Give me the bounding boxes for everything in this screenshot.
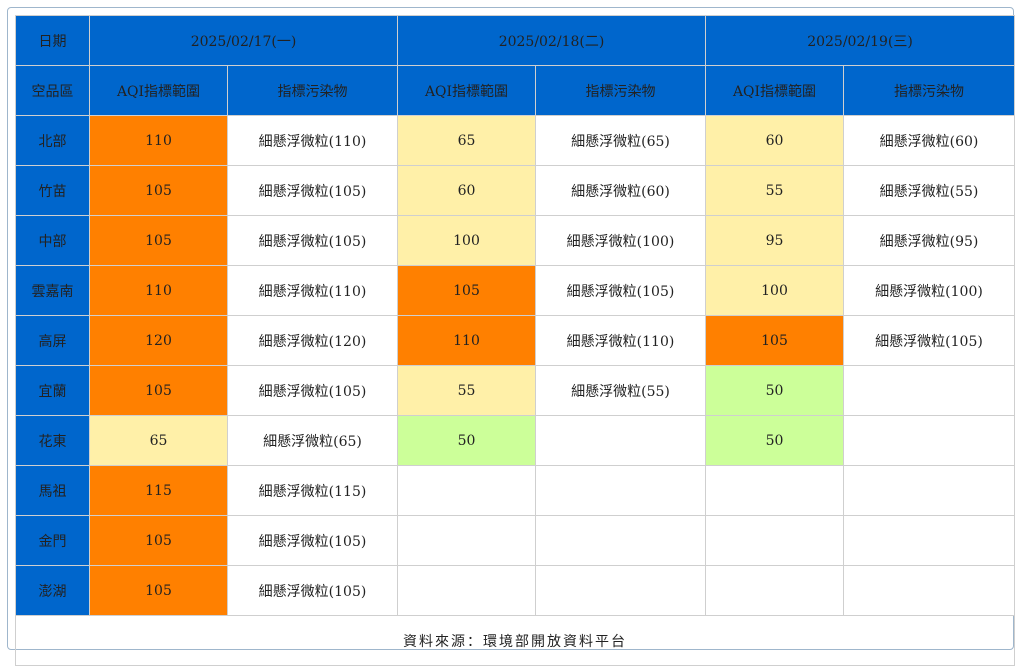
aqi-value-cell: 110 [89, 115, 228, 166]
pollutant-cell: 細懸浮微粒(105) [227, 565, 398, 616]
date-header-day-2: 2025/02/18(二) [397, 15, 706, 66]
pollutant-cell: 細懸浮微粒(100) [535, 215, 706, 266]
table-row: 高屏 120 細懸浮微粒(120) 110 細懸浮微粒(110) 105 細懸浮微粒(105… [15, 315, 1015, 366]
aqi-value-cell: 50 [705, 365, 844, 416]
source-row: 資料來源：環境部開放資料平台 [15, 615, 1015, 666]
aqi-value-cell: 105 [89, 515, 228, 566]
region-cell: 高屏 [15, 315, 90, 366]
pollutant-cell [535, 565, 706, 616]
aqi-value-cell: 65 [89, 415, 228, 466]
aqi-value-cell [397, 465, 536, 516]
pollutant-header-day-3: 指標污染物 [843, 65, 1015, 116]
region-cell: 馬祖 [15, 465, 90, 516]
aqi-value-cell: 50 [397, 415, 536, 466]
pollutant-cell: 細懸浮微粒(120) [227, 315, 398, 366]
aqi-value-cell: 105 [89, 565, 228, 616]
table-row: 金門 105 細懸浮微粒(105) [15, 515, 1015, 566]
table-row: 北部 110 細懸浮微粒(110) 65 細懸浮微粒(65) 60 細懸浮微粒(60) [15, 115, 1015, 166]
region-cell: 花東 [15, 415, 90, 466]
pollutant-cell: 細懸浮微粒(105) [227, 165, 398, 216]
forecast-panel: 日期 2025/02/17(一) 2025/02/18(二) 2025/02/1… [7, 7, 1015, 666]
pollutant-header-day-2: 指標污染物 [535, 65, 706, 116]
pollutant-cell: 細懸浮微粒(55) [843, 165, 1015, 216]
aqi-value-cell: 110 [397, 315, 536, 366]
pollutant-cell: 細懸浮微粒(65) [535, 115, 706, 166]
aqi-value-cell [705, 515, 844, 566]
table-row: 澎湖 105 細懸浮微粒(105) [15, 565, 1015, 616]
date-header-day-3: 2025/02/19(三) [705, 15, 1015, 66]
pollutant-cell: 細懸浮微粒(110) [227, 115, 398, 166]
aqi-value-cell [705, 565, 844, 616]
pollutant-cell: 細懸浮微粒(60) [843, 115, 1015, 166]
aqi-value-cell: 60 [397, 165, 536, 216]
aqi-value-cell: 55 [397, 365, 536, 416]
aqi-value-cell [705, 465, 844, 516]
pollutant-cell: 細懸浮微粒(60) [535, 165, 706, 216]
pollutant-cell: 細懸浮微粒(95) [843, 215, 1015, 266]
region-cell: 北部 [15, 115, 90, 166]
aqi-header-day-1: AQI指標範圍 [89, 65, 228, 116]
aqi-header-day-2: AQI指標範圍 [397, 65, 536, 116]
pollutant-cell [843, 465, 1015, 516]
pollutant-cell [843, 365, 1015, 416]
pollutant-cell: 細懸浮微粒(115) [227, 465, 398, 516]
table-row: 花東 65 細懸浮微粒(65) 50 50 [15, 415, 1015, 466]
region-cell: 金門 [15, 515, 90, 566]
date-header-row: 日期 2025/02/17(一) 2025/02/18(二) 2025/02/1… [15, 15, 1015, 66]
column-header-row: 空品區 AQI指標範圍 指標污染物 AQI指標範圍 指標污染物 AQI指標範圍 … [15, 65, 1015, 116]
table-row: 中部 105 細懸浮微粒(105) 100 細懸浮微粒(100) 95 細懸浮微粒(95) [15, 215, 1015, 266]
aqi-value-cell: 115 [89, 465, 228, 516]
aqi-value-cell: 105 [89, 365, 228, 416]
region-cell: 宜蘭 [15, 365, 90, 416]
aqi-value-cell: 120 [89, 315, 228, 366]
pollutant-cell: 細懸浮微粒(110) [227, 265, 398, 316]
pollutant-cell [843, 565, 1015, 616]
source-note: 資料來源：環境部開放資料平台 [15, 615, 1015, 666]
pollutant-cell: 細懸浮微粒(65) [227, 415, 398, 466]
pollutant-cell [535, 515, 706, 566]
aqi-value-cell: 55 [705, 165, 844, 216]
pollutant-cell: 細懸浮微粒(105) [535, 265, 706, 316]
table-row: 竹苗 105 細懸浮微粒(105) 60 細懸浮微粒(60) 55 細懸浮微粒(55) [15, 165, 1015, 216]
pollutant-cell [535, 415, 706, 466]
pollutant-cell: 細懸浮微粒(110) [535, 315, 706, 366]
aqi-value-cell: 50 [705, 415, 844, 466]
date-header-day-1: 2025/02/17(一) [89, 15, 398, 66]
aqi-value-cell [397, 515, 536, 566]
region-cell: 澎湖 [15, 565, 90, 616]
aqi-value-cell: 105 [397, 265, 536, 316]
region-cell: 中部 [15, 215, 90, 266]
table-row: 雲嘉南 110 細懸浮微粒(110) 105 細懸浮微粒(105) 100 細懸浮微粒(10… [15, 265, 1015, 316]
aqi-value-cell: 105 [89, 215, 228, 266]
pollutant-cell: 細懸浮微粒(105) [227, 215, 398, 266]
pollutant-cell: 細懸浮微粒(55) [535, 365, 706, 416]
pollutant-cell [535, 465, 706, 516]
date-header-label: 日期 [15, 15, 90, 66]
pollutant-cell: 細懸浮微粒(105) [843, 315, 1015, 366]
region-cell: 竹苗 [15, 165, 90, 216]
aqi-value-cell: 110 [89, 265, 228, 316]
aqi-value-cell: 60 [705, 115, 844, 166]
pollutant-cell: 細懸浮微粒(105) [227, 365, 398, 416]
pollutant-cell: 細懸浮微粒(105) [227, 515, 398, 566]
aqi-value-cell: 105 [89, 165, 228, 216]
aqi-value-cell: 100 [705, 265, 844, 316]
aqi-header-day-3: AQI指標範圍 [705, 65, 844, 116]
aqi-value-cell: 105 [705, 315, 844, 366]
forecast-body: 北部 110 細懸浮微粒(110) 65 細懸浮微粒(65) 60 細懸浮微粒(60) 竹苗 1… [15, 115, 1015, 616]
aqi-value-cell [397, 565, 536, 616]
pollutant-cell [843, 415, 1015, 466]
aqi-forecast-table: 日期 2025/02/17(一) 2025/02/18(二) 2025/02/1… [15, 15, 1015, 666]
region-cell: 雲嘉南 [15, 265, 90, 316]
pollutant-header-day-1: 指標污染物 [227, 65, 398, 116]
pollutant-cell: 細懸浮微粒(100) [843, 265, 1015, 316]
aqi-value-cell: 100 [397, 215, 536, 266]
table-row: 宜蘭 105 細懸浮微粒(105) 55 細懸浮微粒(55) 50 [15, 365, 1015, 416]
pollutant-cell [843, 515, 1015, 566]
aqi-value-cell: 65 [397, 115, 536, 166]
aqi-value-cell: 95 [705, 215, 844, 266]
table-row: 馬祖 115 細懸浮微粒(115) [15, 465, 1015, 516]
region-header-label: 空品區 [15, 65, 90, 116]
